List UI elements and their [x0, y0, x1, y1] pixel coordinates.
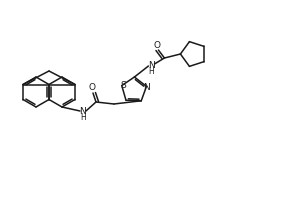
Text: S: S — [120, 81, 126, 90]
Text: O: O — [88, 84, 95, 92]
Text: H: H — [148, 67, 154, 76]
Text: N: N — [148, 61, 155, 70]
Text: N: N — [80, 108, 86, 116]
Text: H: H — [80, 114, 86, 122]
Text: N: N — [143, 83, 150, 92]
Text: O: O — [154, 41, 161, 50]
